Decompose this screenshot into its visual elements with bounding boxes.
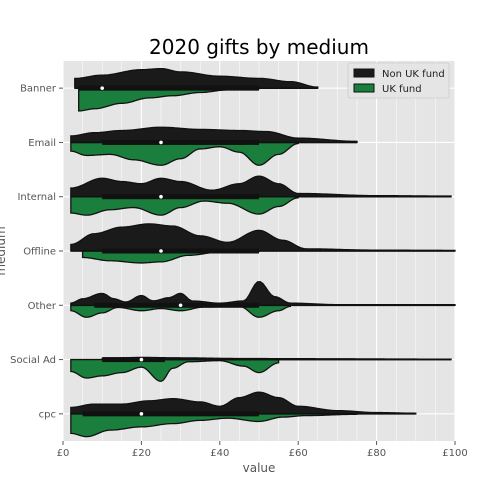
iqr-box — [102, 249, 259, 254]
median-marker — [159, 141, 163, 145]
y-tick-label: Internal — [17, 192, 56, 203]
legend: Non UK fund UK fund — [348, 63, 449, 98]
x-tick-label: £0 — [57, 448, 70, 459]
legend-swatch — [354, 84, 374, 92]
x-axis-ticks: £0 £20 £40 £60 £80 £100 — [57, 441, 468, 459]
median-marker — [140, 412, 144, 416]
y-tick-label: Email — [28, 138, 56, 149]
x-tick-label: £80 — [367, 448, 386, 459]
y-tick-label: Other — [28, 301, 57, 312]
y-tick-label: cpc — [39, 409, 56, 420]
x-axis-label: value — [243, 461, 276, 475]
y-tick-label: Social Ad — [10, 355, 56, 366]
median-marker — [159, 249, 163, 253]
y-axis-label: medium — [0, 226, 8, 275]
iqr-box — [79, 86, 259, 91]
iqr-box — [83, 411, 259, 416]
legend-label: Non UK fund — [382, 69, 445, 80]
y-tick-label: Banner — [20, 84, 57, 95]
x-tick-label: £20 — [132, 448, 151, 459]
median-marker — [179, 303, 183, 307]
iqr-box — [102, 357, 165, 362]
median-marker — [159, 195, 163, 199]
y-axis-ticks: Banner Email Internal Offline Other Social Ad… — [10, 84, 63, 421]
iqr-box — [102, 194, 259, 199]
y-tick-label: Offline — [23, 247, 56, 258]
legend-swatch — [354, 69, 374, 77]
median-marker — [100, 86, 104, 90]
x-tick-label: £40 — [210, 448, 229, 459]
legend-label: UK fund — [382, 84, 422, 95]
chart-title: 2020 gifts by medium — [149, 35, 369, 59]
iqr-box — [102, 140, 259, 145]
median-marker — [140, 358, 144, 362]
iqr-box — [94, 303, 259, 308]
x-tick-label: £60 — [289, 448, 308, 459]
x-tick-label: £100 — [442, 448, 467, 459]
